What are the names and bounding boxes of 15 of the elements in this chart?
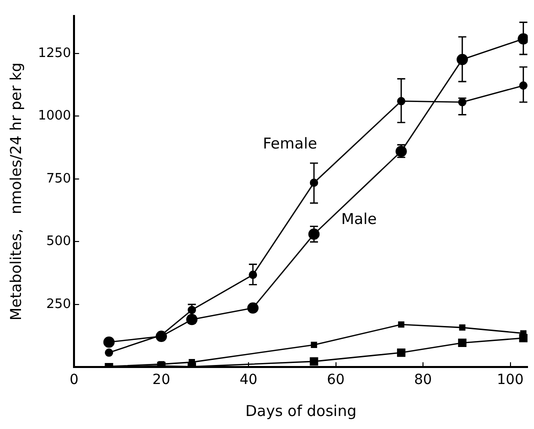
series-label: Female [262,134,318,153]
y-tick-label: 500 [46,234,72,250]
series-label: Male [341,210,377,228]
y-tick-label: 1250 [38,46,72,61]
x-tick-label: 60 [326,372,345,388]
x-axis-title: Days of dosing [245,402,356,420]
x-tick-label: 80 [414,372,432,388]
x-tick-label: 0 [70,372,79,388]
y-tick-label: 1000 [38,108,72,124]
y-axis-title: Metabolites, nmoles/24 hr per kg [6,62,25,321]
y-tick-label: 250 [46,296,72,312]
x-tick-label: 100 [496,372,524,388]
x-tick-label: 40 [240,372,258,388]
x-tick-label: 20 [152,372,170,388]
y-tick-label: 750 [46,171,72,186]
